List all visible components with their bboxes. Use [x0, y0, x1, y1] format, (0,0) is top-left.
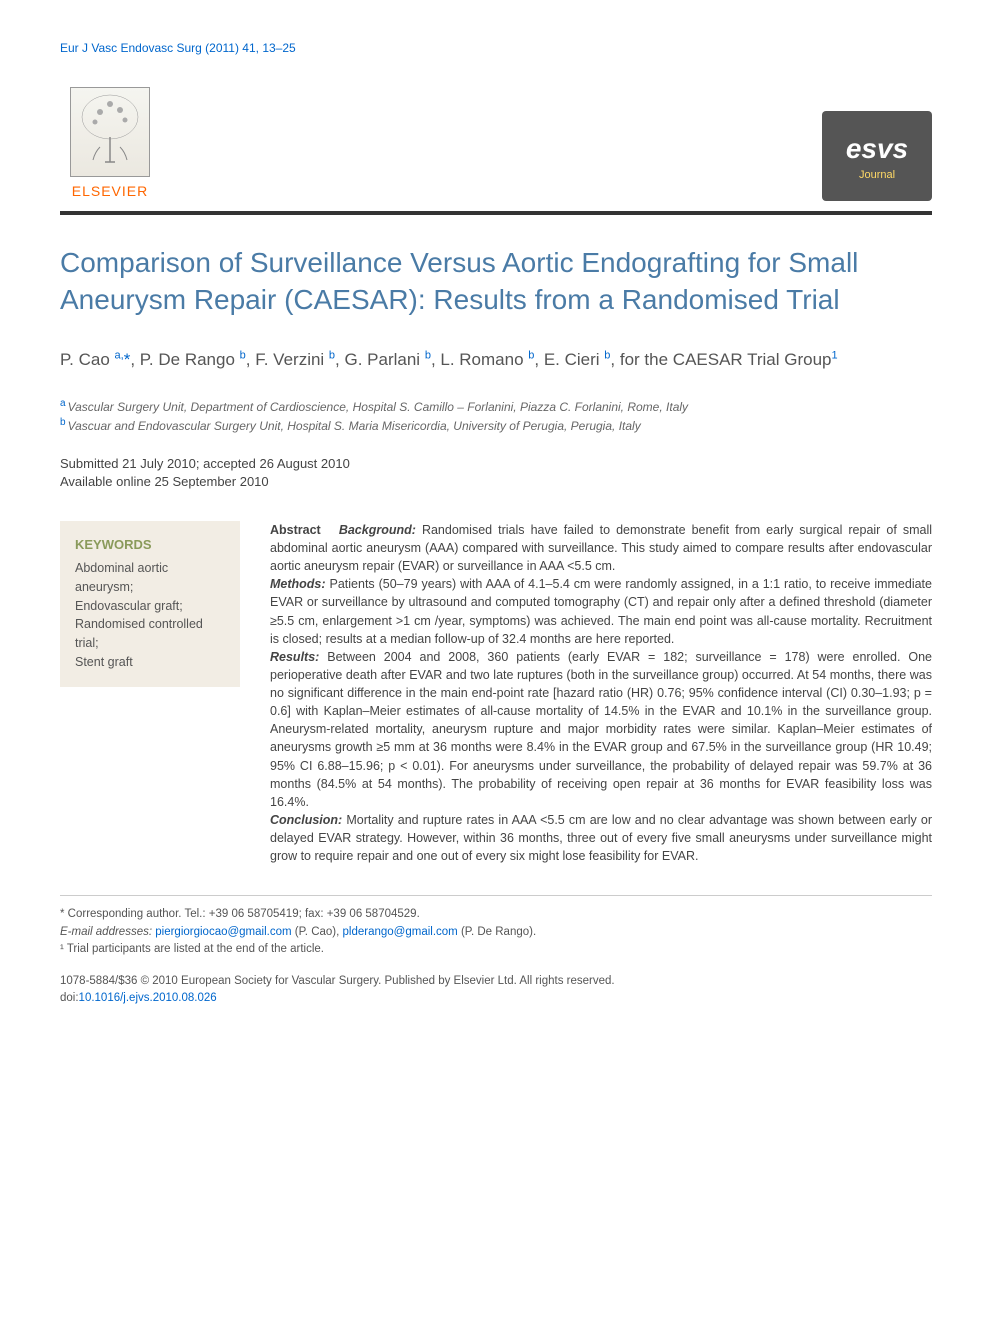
header-logos: ELSEVIER esvs Journal [60, 87, 932, 202]
email-link-1[interactable]: piergiorgiocao@gmail.com [155, 926, 291, 938]
esvs-logo-sub: Journal [859, 168, 895, 183]
conclusion-text: Mortality and rupture rates in AAA <5.5 … [270, 813, 932, 863]
abstract: Abstract Background: Randomised trials h… [270, 521, 932, 865]
results-text: Between 2004 and 2008, 360 patients (ear… [270, 650, 932, 809]
footnotes: * Corresponding author. Tel.: +39 06 587… [60, 895, 932, 958]
esvs-logo-text: esvs [846, 129, 908, 168]
esvs-logo[interactable]: esvs Journal [822, 111, 932, 201]
abstract-label: Abstract [270, 523, 321, 537]
keywords-box: KEYWORDS Abdominal aortic aneurysm; Endo… [60, 521, 240, 687]
conclusion-label: Conclusion: [270, 813, 342, 827]
available-online: Available online 25 September 2010 [60, 473, 932, 491]
elsevier-logo[interactable]: ELSEVIER [60, 87, 160, 202]
doi-link[interactable]: 10.1016/j.ejvs.2010.08.026 [79, 992, 217, 1004]
methods-text: Patients (50–79 years) with AAA of 4.1–5… [270, 577, 932, 645]
doi-line: doi:10.1016/j.ejvs.2010.08.026 [60, 990, 932, 1007]
trial-participants-note: ¹ Trial participants are listed at the e… [60, 941, 932, 958]
copyright: 1078-5884/$36 © 2010 European Society fo… [60, 973, 932, 1008]
header-divider [60, 211, 932, 215]
methods-label: Methods: [270, 577, 326, 591]
email-addresses: E-mail addresses: piergiorgiocao@gmail.c… [60, 924, 932, 941]
affiliations: aVascular Surgery Unit, Department of Ca… [60, 397, 932, 435]
affiliation-a: aVascular Surgery Unit, Department of Ca… [60, 397, 932, 416]
submitted-accepted: Submitted 21 July 2010; accepted 26 Augu… [60, 455, 932, 473]
affiliation-b: bVascuar and Endovascular Surgery Unit, … [60, 416, 932, 435]
keywords-heading: KEYWORDS [75, 536, 225, 554]
results-label: Results: [270, 650, 319, 664]
elsevier-text: ELSEVIER [72, 182, 148, 202]
keywords-list: Abdominal aortic aneurysm; Endovascular … [75, 559, 225, 672]
content-row: KEYWORDS Abdominal aortic aneurysm; Endo… [60, 521, 932, 865]
email-link-2[interactable]: plderango@gmail.com [343, 926, 458, 938]
article-dates: Submitted 21 July 2010; accepted 26 Augu… [60, 455, 932, 491]
journal-citation: Eur J Vasc Endovasc Surg (2011) 41, 13–2… [60, 40, 932, 57]
authors-list: P. Cao a,*, P. De Rango b, F. Verzini b,… [60, 348, 932, 372]
background-label: Background: [339, 523, 416, 537]
article-title: Comparison of Surveillance Versus Aortic… [60, 245, 932, 318]
corresponding-author: * Corresponding author. Tel.: +39 06 587… [60, 906, 932, 923]
copyright-line: 1078-5884/$36 © 2010 European Society fo… [60, 973, 932, 990]
elsevier-tree-icon [70, 87, 150, 177]
